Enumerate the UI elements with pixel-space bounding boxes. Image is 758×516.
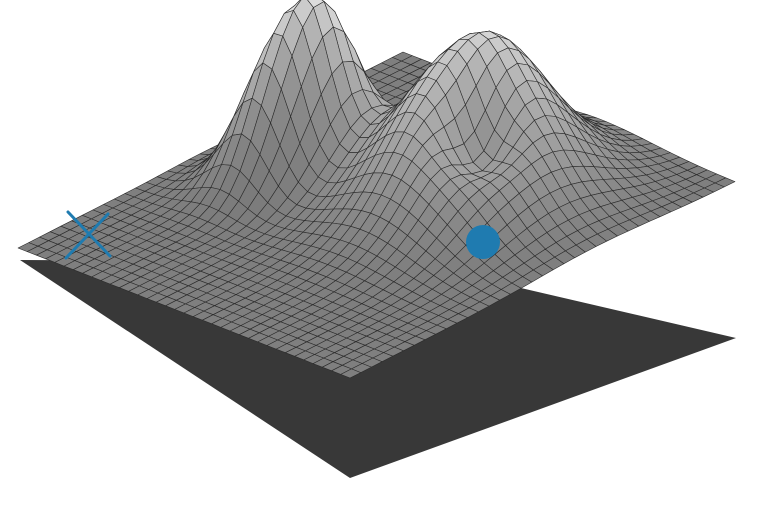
terrain-surface [17,0,736,379]
start-x-icon [64,210,112,260]
surface-cell [340,368,362,379]
goal-dot-icon [466,225,500,259]
x-stroke-2 [64,212,110,260]
